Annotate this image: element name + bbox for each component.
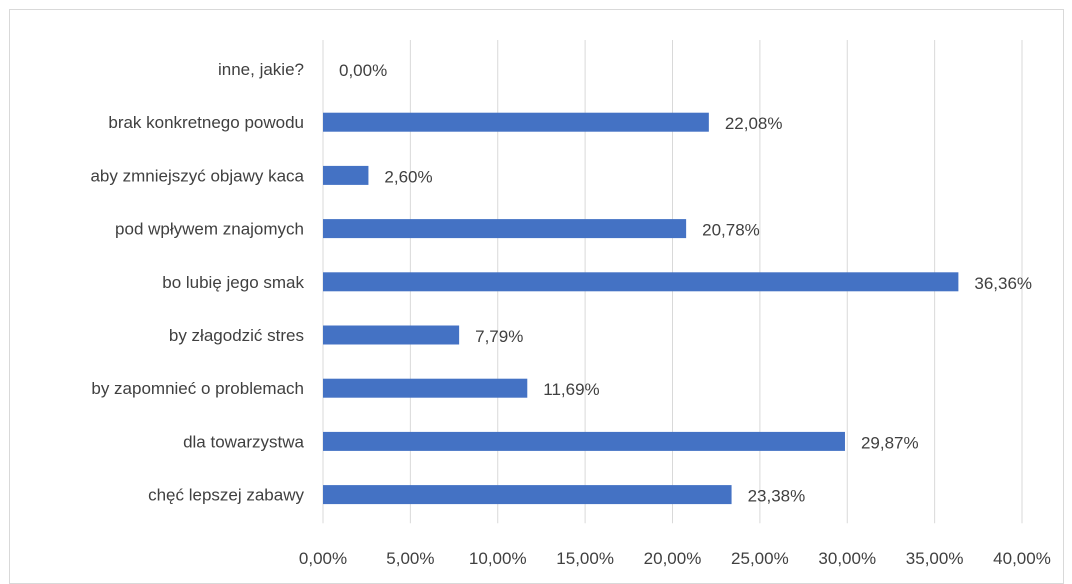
x-tick-label: 40,00%: [993, 549, 1051, 568]
data-label: 36,36%: [974, 274, 1032, 293]
x-axis-tick-labels: 0,00% 5,00% 10,00% 15,00% 20,00% 25,00% 30,00%…: [299, 549, 1051, 568]
data-label: 23,38%: [748, 487, 806, 506]
data-label: 29,87%: [861, 433, 919, 452]
data-label: 22,08%: [725, 114, 783, 133]
x-tick-label: 5,00%: [386, 549, 434, 568]
bar: [323, 431, 845, 451]
data-label: 0,00%: [339, 61, 387, 80]
data-labels: 0,00% 22,08% 2,60% 20,78% 36,36% 7,79% 11,69% 2…: [339, 61, 1032, 506]
data-label: 7,79%: [475, 327, 523, 346]
x-tick-label: 0,00%: [299, 549, 347, 568]
category-labels: inne, jakie? brak konkretnego powodu aby z…: [90, 60, 304, 505]
category-label: chęć lepszej zabawy: [148, 486, 304, 505]
category-label: aby zmniejszyć objawy kaca: [90, 166, 304, 185]
bar: [323, 112, 709, 132]
x-tick-label: 10,00%: [469, 549, 527, 568]
category-label: pod wpływem znajomych: [115, 220, 304, 239]
x-tick-label: 20,00%: [644, 549, 702, 568]
bar: [323, 219, 687, 239]
data-label: 11,69%: [543, 380, 599, 399]
x-tick-label: 30,00%: [818, 549, 876, 568]
bar: [323, 378, 528, 398]
category-label: inne, jakie?: [218, 60, 304, 79]
x-tick-label: 25,00%: [731, 549, 789, 568]
x-tick-label: 35,00%: [906, 549, 964, 568]
bar: [323, 272, 959, 292]
category-label: by złagodzić stres: [169, 326, 304, 345]
bars: [323, 112, 959, 505]
data-label: 2,60%: [384, 167, 432, 186]
x-tick-label: 15,00%: [556, 549, 614, 568]
category-label: by zapomnieć o problemach: [91, 379, 304, 398]
bar: [323, 325, 460, 345]
category-label: brak konkretnego powodu: [108, 113, 304, 132]
bar: [323, 485, 732, 505]
bar: [323, 165, 369, 185]
category-label: dla towarzystwa: [183, 432, 304, 451]
category-label: bo lubię jego smak: [162, 273, 304, 292]
data-label: 20,78%: [702, 221, 760, 240]
